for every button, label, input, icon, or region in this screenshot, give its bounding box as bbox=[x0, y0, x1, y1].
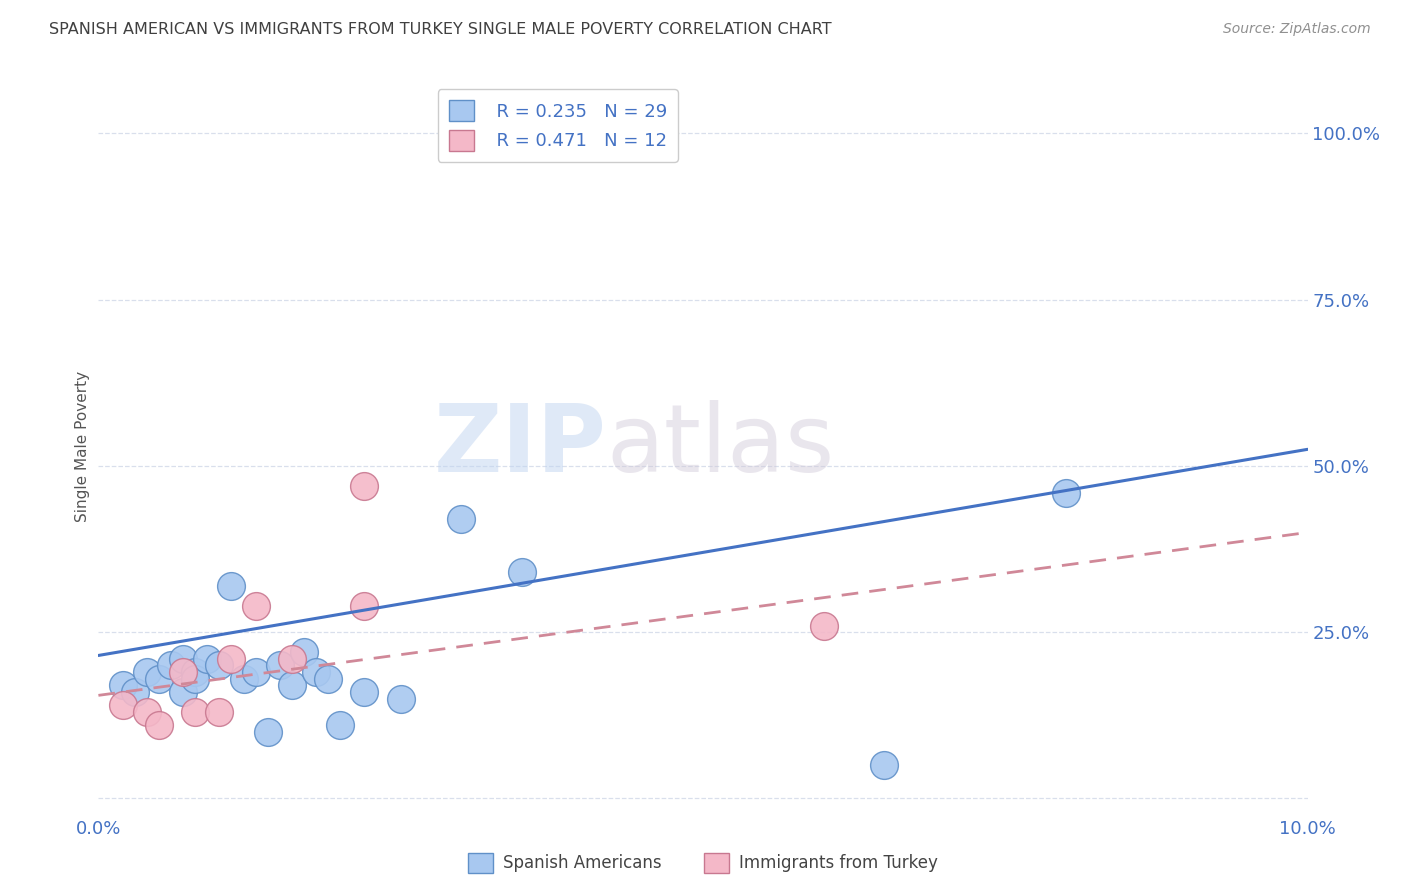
Point bbox=[148, 718, 170, 732]
Point bbox=[353, 685, 375, 699]
Point bbox=[221, 652, 243, 666]
Point bbox=[195, 652, 218, 666]
Point bbox=[245, 599, 267, 613]
Point bbox=[547, 133, 569, 147]
Text: atlas: atlas bbox=[606, 400, 835, 492]
Point bbox=[873, 758, 896, 772]
Point bbox=[269, 658, 291, 673]
Point bbox=[148, 672, 170, 686]
Point bbox=[172, 685, 194, 699]
Y-axis label: Single Male Poverty: Single Male Poverty bbox=[75, 370, 90, 522]
Point bbox=[389, 691, 412, 706]
Point bbox=[184, 672, 207, 686]
Point bbox=[124, 685, 146, 699]
Point bbox=[135, 665, 157, 679]
Point bbox=[316, 672, 339, 686]
Point bbox=[232, 672, 254, 686]
Point bbox=[184, 705, 207, 719]
Point bbox=[221, 579, 243, 593]
Point bbox=[329, 718, 352, 732]
Point bbox=[135, 705, 157, 719]
Point bbox=[111, 698, 134, 713]
Point bbox=[281, 678, 304, 692]
Point bbox=[813, 618, 835, 632]
Point bbox=[281, 652, 304, 666]
Point bbox=[172, 652, 194, 666]
Point bbox=[353, 599, 375, 613]
Point bbox=[353, 479, 375, 493]
Point bbox=[256, 725, 278, 739]
Point bbox=[172, 665, 194, 679]
Point bbox=[1054, 485, 1077, 500]
Point bbox=[305, 665, 328, 679]
Point bbox=[510, 566, 533, 580]
Point bbox=[292, 645, 315, 659]
Text: Source: ZipAtlas.com: Source: ZipAtlas.com bbox=[1223, 22, 1371, 37]
Legend:   R = 0.235   N = 29,   R = 0.471   N = 12: R = 0.235 N = 29, R = 0.471 N = 12 bbox=[437, 89, 678, 161]
Point bbox=[208, 658, 231, 673]
Point bbox=[450, 512, 472, 526]
Point bbox=[184, 665, 207, 679]
Text: ZIP: ZIP bbox=[433, 400, 606, 492]
Text: SPANISH AMERICAN VS IMMIGRANTS FROM TURKEY SINGLE MALE POVERTY CORRELATION CHART: SPANISH AMERICAN VS IMMIGRANTS FROM TURK… bbox=[49, 22, 832, 37]
Point bbox=[208, 705, 231, 719]
Point bbox=[547, 133, 569, 147]
Point bbox=[160, 658, 183, 673]
Legend: Spanish Americans, Immigrants from Turkey: Spanish Americans, Immigrants from Turke… bbox=[461, 847, 945, 880]
Point bbox=[111, 678, 134, 692]
Point bbox=[245, 665, 267, 679]
